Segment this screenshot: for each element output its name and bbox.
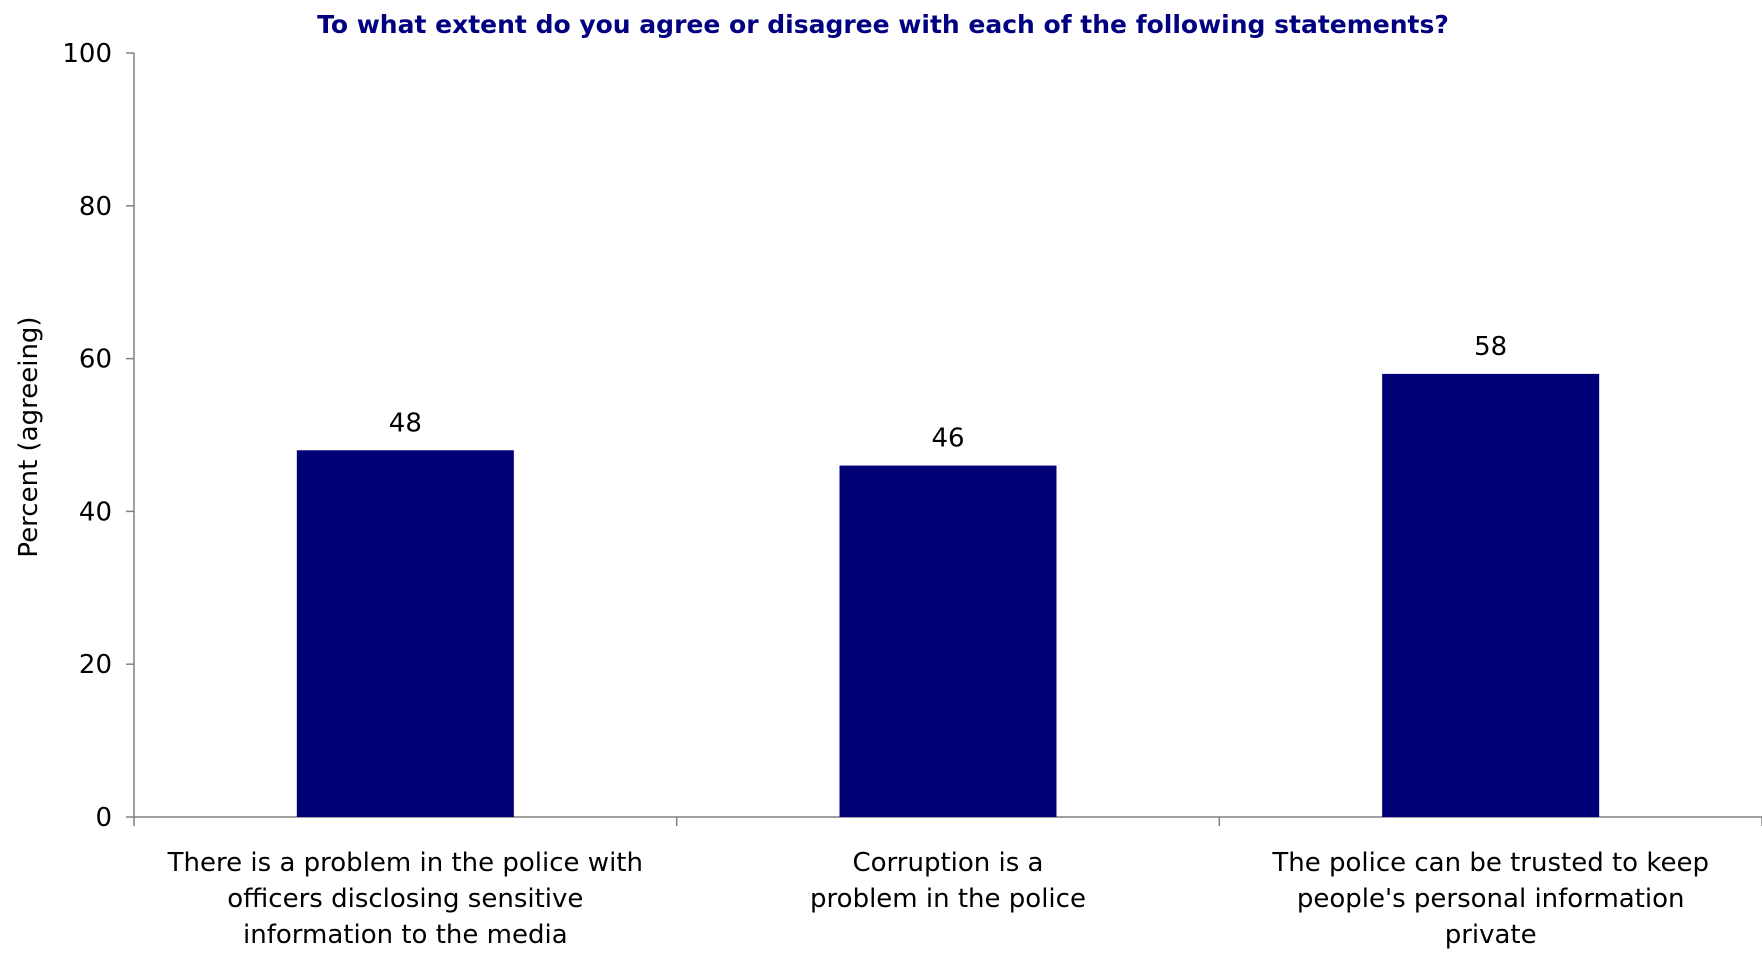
category-label-line: private bbox=[1445, 920, 1537, 950]
data-label: 48 bbox=[389, 408, 422, 438]
data-label: 46 bbox=[931, 424, 964, 454]
category-label: There is a problem in the police with off… bbox=[167, 848, 643, 950]
category-label: The police can be trusted to keep people'… bbox=[1271, 848, 1709, 950]
data-label: 58 bbox=[1474, 332, 1507, 362]
bar bbox=[296, 450, 514, 817]
y-tick-label: 40 bbox=[79, 497, 112, 527]
category-label-line: officers disclosing sensitive bbox=[227, 884, 583, 914]
y-tick-label: 0 bbox=[95, 803, 112, 833]
y-tick-label: 80 bbox=[79, 192, 112, 222]
category-label: Corruption is a problem in the police bbox=[810, 848, 1086, 914]
bar bbox=[1382, 373, 1600, 817]
category-label-line: people's personal information bbox=[1297, 884, 1685, 914]
category-label-line: problem in the police bbox=[810, 884, 1086, 914]
chart-title: To what extent do you agree or disagree … bbox=[317, 10, 1449, 39]
category-label-line: The police can be trusted to keep bbox=[1271, 848, 1709, 878]
y-tick-label: 100 bbox=[62, 39, 112, 69]
plot-area: 0 20 40 60 80 100 48 There is a problem in the … bbox=[62, 39, 1762, 950]
y-tick-label: 60 bbox=[79, 345, 112, 375]
y-axis-title: Percent (agreeing) bbox=[14, 316, 44, 557]
bar bbox=[839, 465, 1057, 817]
y-tick-label: 20 bbox=[79, 650, 112, 680]
category-label-line: Corruption is a bbox=[852, 848, 1043, 878]
category-label-line: information to the media bbox=[243, 920, 568, 950]
category-label-line: There is a problem in the police with bbox=[167, 848, 643, 878]
